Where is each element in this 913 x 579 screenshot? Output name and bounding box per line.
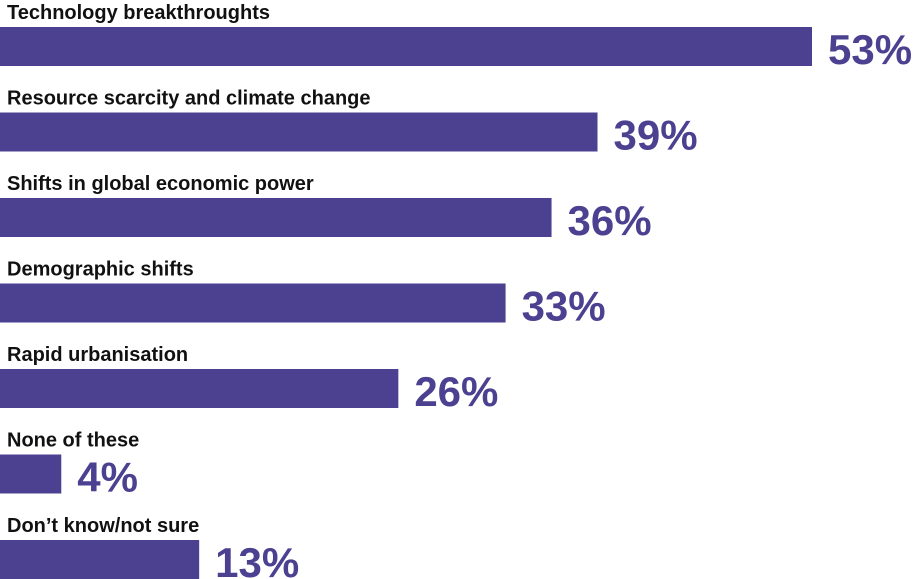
category-label: Don’t know/not sure [7,515,199,537]
value-label: 26% [414,368,498,415]
value-label: 4% [77,454,138,501]
category-label: Technology breakthroughts [7,2,270,24]
value-label: 33% [522,283,606,330]
value-label: 53% [828,26,912,73]
value-label: 36% [568,197,652,244]
bar [0,540,200,579]
category-label: Shifts in global economic power [7,173,314,195]
category-label: Resource scarcity and climate change [7,88,371,110]
bar [0,198,552,237]
bar [0,27,812,66]
value-label: 13% [215,539,299,579]
bar [0,454,62,494]
bar [0,283,506,323]
bar [0,369,399,408]
bar [0,112,598,152]
value-label: 39% [614,112,698,159]
category-label: Demographic shifts [7,259,194,281]
category-label: None of these [7,430,139,452]
category-label: Rapid urbanisation [7,344,188,366]
